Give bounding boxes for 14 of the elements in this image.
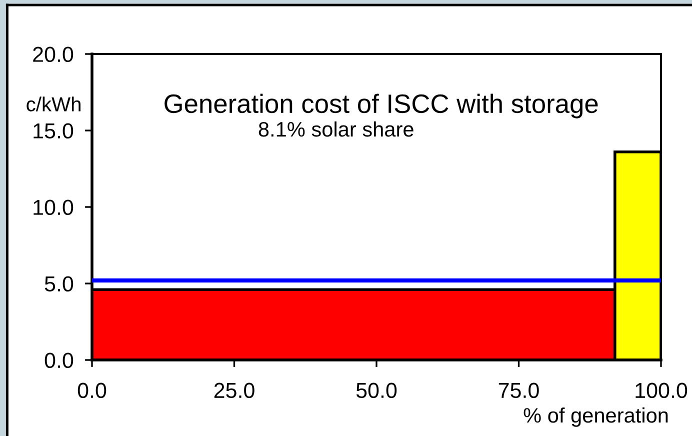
text: 8.1% solar share [258, 121, 414, 137]
x-tick-label: 50.0 [356, 382, 397, 398]
y-tick-label: 20.0 [33, 46, 74, 62]
text: Generation cost of ISCC with storage [164, 94, 598, 118]
y-axis-title: c/kWh [26, 96, 80, 112]
x-tick-label: 75.0 [498, 382, 539, 398]
x-tick-label: 0.0 [78, 382, 106, 398]
x-axis-title: % of generation [524, 407, 668, 427]
y-tick-label: 10.0 [34, 200, 74, 216]
y-tick-label: 0.0 [44, 352, 74, 368]
x-tick-label: 100.0 [636, 382, 688, 398]
x-tick-label: 25.0 [214, 382, 254, 398]
y-tick-label: 15.0 [34, 123, 74, 139]
y-tick-label: 5.0 [44, 276, 74, 292]
